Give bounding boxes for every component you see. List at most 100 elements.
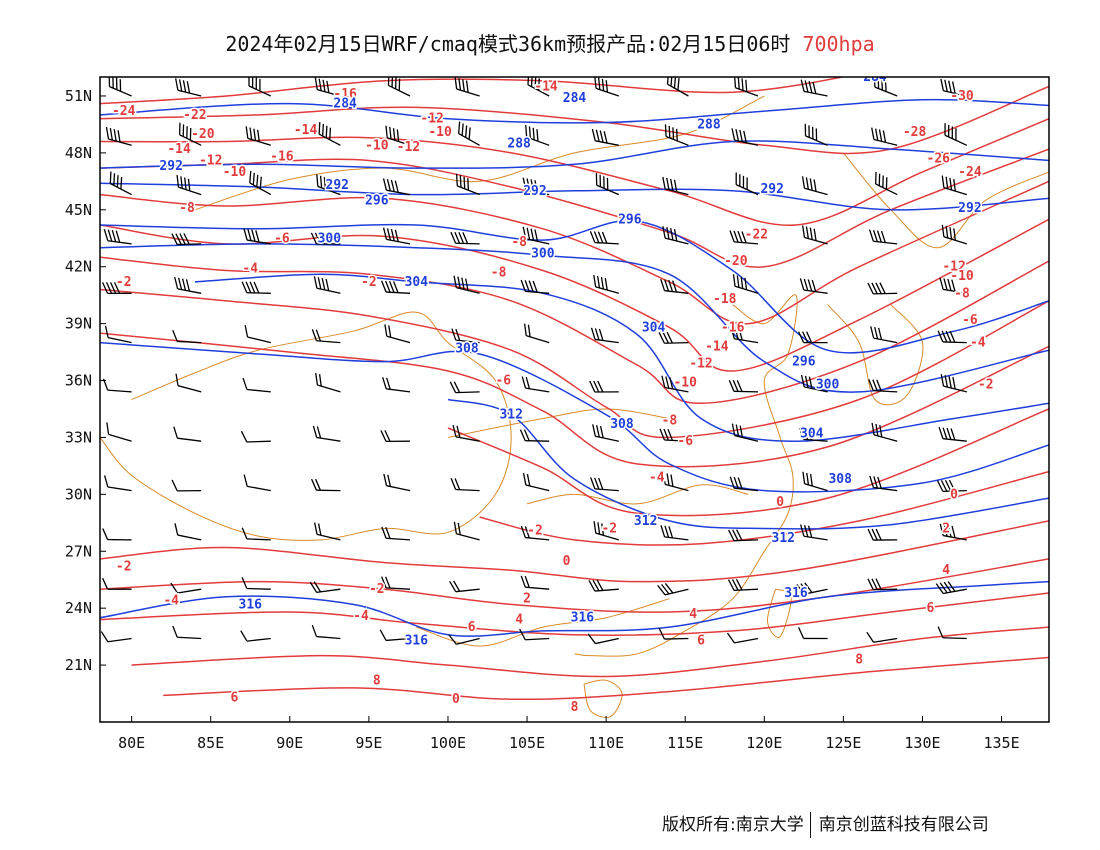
geopotential-contour: [100, 341, 1049, 493]
wind-barb: [521, 376, 550, 393]
boundary-line: [100, 311, 512, 541]
temperature-label: 2: [523, 592, 531, 607]
geopotential-label: 284: [863, 70, 887, 85]
lon-tick-label: 105E: [509, 734, 545, 752]
temperature-contour: [479, 470, 1049, 546]
lat-tick-label: 21N: [65, 656, 92, 674]
temperature-label: -4: [970, 336, 986, 351]
geopotential-label: 300: [318, 231, 342, 246]
temperature-label: -8: [954, 286, 970, 301]
temperature-label: -2: [978, 377, 994, 392]
wind-barb: [729, 476, 759, 492]
temperature-label: -30: [950, 89, 974, 104]
wind-barb: [735, 172, 759, 196]
wind-barbs: [100, 77, 968, 645]
wind-barb: [385, 125, 411, 146]
lat-tick-label: 48N: [65, 144, 92, 162]
wind-barb: [102, 378, 132, 393]
wind-barb: [309, 581, 341, 594]
lon-tick-label: 115E: [667, 734, 703, 752]
wind-barb: [249, 170, 272, 196]
temperature-label: -2: [527, 523, 543, 538]
wind-barb: [587, 633, 619, 645]
wind-barb: [240, 430, 271, 443]
wind-barb: [241, 527, 271, 541]
wind-barb: [311, 478, 341, 492]
temperature-contour: [100, 218, 1049, 372]
temperature-label: -24: [112, 104, 136, 119]
wind-barb: [175, 78, 202, 97]
geopotential-label: 312: [634, 514, 657, 529]
boundary-line: [583, 679, 623, 718]
wind-barb: [248, 77, 272, 97]
wind-barb: [660, 525, 689, 541]
wind-barb: [102, 577, 132, 590]
wind-barb: [800, 374, 828, 393]
wind-barb: [383, 473, 411, 492]
wind-barb: [658, 627, 689, 640]
wind-barb: [867, 578, 898, 591]
geopotential-contour: [100, 140, 1049, 169]
temperature-label: -8: [179, 201, 195, 216]
temperature-contour: [100, 77, 847, 105]
wind-barb: [728, 529, 759, 542]
temperature-label: -18: [713, 292, 737, 307]
wind-barb: [798, 627, 828, 640]
wind-barb: [731, 423, 759, 442]
wind-barb: [936, 479, 967, 493]
wind-barb: [379, 629, 411, 642]
geopotential-label: 312: [499, 408, 522, 423]
wind-barb: [588, 579, 619, 592]
lon-tick-label: 80E: [118, 734, 145, 752]
temperature-contour: [100, 520, 1049, 583]
geopotential-label: 292: [326, 178, 349, 193]
geopotential-label: 308: [455, 341, 479, 356]
wind-barb: [519, 628, 550, 641]
geopotential-label: 296: [618, 212, 642, 227]
temperature-label: -24: [958, 165, 982, 180]
geopotential-label: 292: [159, 159, 182, 174]
boundary-line: [447, 408, 670, 438]
wind-barb: [100, 631, 132, 643]
temperature-contour: [100, 288, 1049, 439]
lon-tick-label: 120E: [746, 734, 782, 752]
wind-barb: [455, 173, 480, 196]
wind-barb: [382, 227, 411, 245]
wind-barb: [525, 124, 550, 146]
wind-barb: [382, 377, 411, 393]
temperature-label: -12: [689, 356, 712, 371]
wind-barb: [453, 275, 480, 294]
temperature-label: 8: [571, 700, 579, 715]
temperature-label: 8: [373, 673, 381, 688]
wind-barb: [382, 178, 411, 196]
wind-barb: [314, 522, 341, 541]
boundary-line: [827, 304, 924, 406]
temperature-label: -14: [167, 142, 191, 157]
wind-barb: [381, 526, 411, 541]
wind-barb: [589, 380, 619, 393]
wind-barb: [240, 630, 271, 642]
wind-barb: [313, 276, 341, 294]
temperature-label: -16: [721, 320, 745, 335]
temperature-label: -26: [927, 152, 951, 167]
wind-barb: [728, 379, 759, 393]
wind-barb: [664, 124, 689, 146]
wind-barb: [799, 278, 828, 294]
temperature-label: -14: [534, 79, 558, 94]
wind-barb: [452, 424, 480, 442]
geopotential-label: 316: [239, 597, 263, 612]
wind-barb: [311, 624, 341, 640]
wind-barb: [170, 582, 202, 594]
geopotential-label: 292: [760, 182, 783, 197]
geopotential-label: 304: [405, 275, 429, 290]
wind-barb: [732, 274, 759, 294]
wind-barb: [937, 626, 967, 640]
lat-tick-label: 33N: [65, 428, 92, 446]
geopotential-contour: [194, 273, 1049, 442]
wind-barb: [109, 171, 132, 196]
lon-tick-label: 95E: [355, 734, 382, 752]
wind-barb: [589, 231, 619, 245]
temperature-contour: [100, 592, 1049, 636]
geopotential-label: 292: [958, 201, 981, 216]
wind-barb: [591, 128, 619, 146]
